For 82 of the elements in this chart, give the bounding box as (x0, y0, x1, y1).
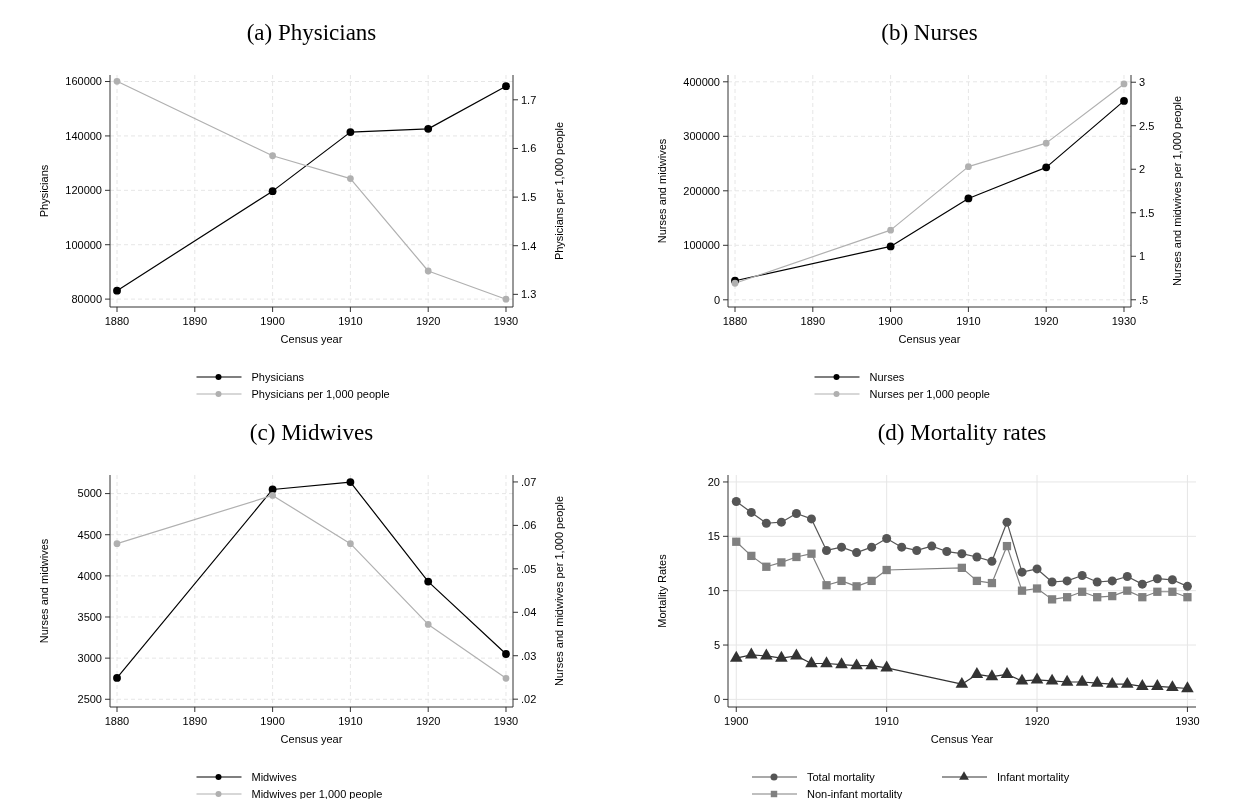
x-tick-label: 1930 (493, 715, 519, 727)
x-tick-label: 1900 (260, 315, 285, 327)
y2-tick-label: .07 (521, 475, 537, 488)
y-tick-label: 10 (707, 584, 720, 597)
legend-label: Nurses (869, 370, 905, 383)
y2-axis-title: Nurses and midwives per 1,000 people (553, 495, 565, 687)
x-axis-title: Census Year (930, 733, 994, 745)
y-tick-label: 3000 (77, 651, 102, 664)
y-axis-title: Nurses and midwives (38, 538, 50, 644)
x-tick-label: 1900 (878, 315, 903, 327)
x-tick-label: 1930 (493, 315, 519, 327)
x-tick-label: 1920 (415, 315, 441, 327)
y2-tick-label: 2.5 (1139, 119, 1155, 132)
y2-tick-label: 1.3 (521, 288, 537, 301)
y-tick-label: 0 (713, 693, 720, 706)
x-tick-label: 1910 (956, 315, 981, 327)
y-tick-label: 0 (713, 293, 720, 306)
chart-title: (c) Midwives (249, 420, 374, 445)
x-tick-label: 1920 (1033, 315, 1059, 327)
y2-tick-label: .02 (521, 693, 537, 706)
legend-label: Infant mortality (997, 770, 1070, 783)
y-tick-label: 140000 (65, 129, 102, 142)
y-axis-title: Nurses and midwives (656, 138, 668, 244)
x-tick-label: 1880 (722, 315, 748, 327)
x-tick-label: 1920 (415, 715, 441, 727)
legend-label: Physicians per 1,000 people (251, 387, 390, 400)
y2-tick-label: 1.5 (521, 190, 537, 203)
legend-label: Nurses per 1,000 people (869, 387, 990, 400)
y2-tick-label: 1.4 (521, 239, 537, 252)
x-axis-title: Census year (280, 733, 343, 745)
y-tick-label: 200000 (683, 184, 720, 197)
y-tick-label: 100000 (65, 238, 102, 251)
legend-label: Physicians (251, 370, 305, 383)
x-tick-label: 1880 (104, 315, 130, 327)
y-tick-label: 3500 (77, 610, 102, 623)
y2-tick-label: 3 (1139, 76, 1146, 89)
y-tick-label: 300000 (683, 130, 720, 143)
x-tick-label: 1890 (800, 315, 826, 327)
chart-title: (b) Nurses (881, 20, 978, 45)
y2-tick-label: .06 (521, 519, 537, 532)
y2-tick-label: 2 (1139, 163, 1146, 176)
legend-label: Midwives (251, 770, 298, 783)
chart-title: (a) Physicians (246, 20, 377, 45)
x-tick-label: 1910 (338, 715, 363, 727)
y-tick-label: 5 (713, 638, 720, 651)
x-tick-label: 1920 (1024, 715, 1050, 727)
y-tick-label: 4000 (77, 569, 102, 582)
y-tick-label: 100000 (683, 239, 720, 252)
x-tick-label: 1900 (724, 715, 749, 727)
y2-tick-label: .5 (1139, 293, 1149, 306)
x-tick-label: 1910 (874, 715, 899, 727)
y-tick-label: 400000 (683, 75, 720, 88)
y2-axis-title: Physicians per 1,000 people (553, 121, 565, 261)
y2-tick-label: 1.6 (521, 142, 537, 155)
chart-title: (d) Mortality rates (877, 420, 1047, 445)
y-tick-label: 5000 (77, 487, 102, 500)
y-tick-label: 15 (707, 530, 720, 543)
y-tick-label: 160000 (65, 75, 102, 88)
y2-tick-label: 1.5 (1139, 206, 1155, 219)
y2-axis-title: Nurses and midwives per 1,000 people (1171, 95, 1183, 287)
x-tick-label: 1910 (338, 315, 363, 327)
y-tick-label: 2500 (77, 693, 102, 706)
x-tick-label: 1890 (182, 315, 208, 327)
x-tick-label: 1890 (182, 715, 208, 727)
x-tick-label: 1880 (104, 715, 130, 727)
y2-tick-label: 1 (1139, 250, 1146, 263)
y-tick-label: 120000 (65, 184, 102, 197)
y-tick-label: 4500 (77, 528, 102, 541)
x-axis-title: Census year (898, 333, 961, 345)
x-tick-label: 1930 (1111, 315, 1137, 327)
y-axis-title: Mortality Rates (656, 553, 668, 628)
legend-label: Total mortality (807, 770, 876, 783)
y2-tick-label: .04 (521, 606, 537, 619)
x-tick-label: 1930 (1175, 715, 1200, 727)
y-axis-title: Physicians (38, 164, 50, 218)
x-tick-label: 1900 (260, 715, 285, 727)
y-tick-label: 20 (707, 475, 720, 488)
y2-tick-label: 1.7 (521, 93, 537, 106)
y2-tick-label: .05 (521, 562, 537, 575)
y-tick-label: 80000 (71, 292, 102, 305)
x-axis-title: Census year (280, 333, 343, 345)
y2-tick-label: .03 (521, 649, 537, 662)
